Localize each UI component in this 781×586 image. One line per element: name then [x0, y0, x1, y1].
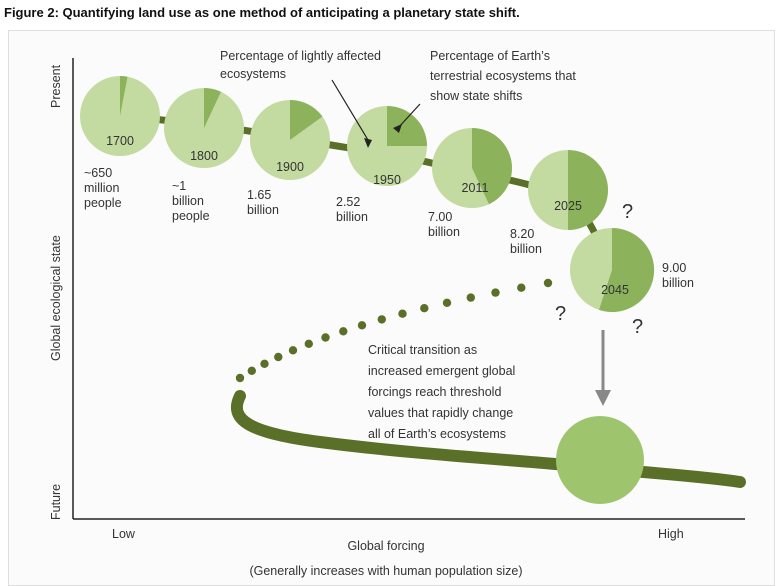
annotation-critical-transition-line5: all of Earth’s ecosystems: [368, 427, 506, 441]
x-axis-label: Global forcing: [347, 539, 424, 553]
circle-wedge-2025: [568, 150, 608, 230]
transition-dot: [420, 304, 429, 313]
year-label-1900: 1900: [276, 160, 304, 174]
x-axis-high-label: High: [658, 527, 684, 541]
population-label-1800: ~1: [172, 179, 186, 193]
population-label-2045: 9.00: [662, 261, 686, 275]
transition-dot: [357, 321, 367, 330]
y-axis-bottom-label: Future: [49, 484, 63, 520]
y-axis-label: Global ecological state: [49, 235, 63, 361]
annotation-critical-transition-line2: increased emergent global: [368, 364, 515, 378]
population-label-1900: billion: [247, 203, 279, 217]
future-state-circle: [556, 416, 644, 504]
population-label-1950: billion: [336, 210, 368, 224]
transition-dot: [260, 359, 269, 368]
population-label-2025: 8.20: [510, 227, 534, 241]
year-label-2025: 2025: [554, 199, 582, 213]
x-axis-low-label: Low: [112, 527, 136, 541]
transition-dot: [288, 346, 298, 355]
question-mark-right: ?: [632, 316, 643, 338]
annotation-state-shifts-line2: terrestrial ecosystems that: [430, 69, 576, 83]
annotation-state-shifts-line1: Percentage of Earth’s: [430, 49, 550, 63]
population-label-1700: ~650: [84, 166, 112, 180]
population-label-1900: 1.65: [247, 188, 271, 202]
population-label-1800: billion: [172, 194, 204, 208]
population-label-2025: billion: [510, 242, 542, 256]
critical-transition-dotted-path: [235, 278, 553, 383]
population-label-2045: billion: [662, 276, 694, 290]
figure-title: Figure 2: Quantifying land use as one me…: [4, 5, 520, 20]
transition-dot: [466, 293, 475, 302]
annotation-critical-transition-line1: Critical transition as: [368, 343, 477, 357]
transition-dot: [377, 315, 386, 324]
transition-dot: [339, 327, 348, 336]
transition-dot: [398, 309, 407, 318]
year-label-1950: 1950: [373, 173, 401, 187]
annotation-critical-transition-line3: forcings reach threshold: [368, 385, 501, 399]
circle-wedge-2045: [599, 227, 655, 312]
population-label-1700: people: [84, 196, 122, 210]
annotation-lightly-affected-line1: Percentage of lightly affected: [220, 49, 381, 63]
annotation-lightly-affected-pointer: [331, 79, 369, 141]
year-label-1800: 1800: [190, 149, 218, 163]
annotation-lightly-affected-pointer-head: [364, 138, 372, 148]
transition-dot: [247, 366, 256, 375]
circle-wedge-1700: [120, 75, 128, 116]
transition-dot: [274, 352, 283, 362]
annotation-lightly-affected-line2: ecosystems: [220, 67, 286, 81]
question-mark-2025: ?: [622, 201, 633, 223]
transition-dot: [235, 373, 245, 383]
circle-wedge-1900: [290, 99, 323, 140]
circle-wedge-1950: [387, 106, 427, 146]
transition-dot: [517, 283, 526, 292]
transition-dot: [543, 278, 553, 288]
population-label-1800: people: [172, 209, 210, 223]
y-axis-top-label: Present: [49, 64, 63, 108]
transition-arrow-head: [595, 390, 611, 406]
transition-dot: [321, 333, 330, 342]
future-state-curve: [230, 390, 746, 488]
population-label-1700: million: [84, 181, 119, 195]
annotation-critical-transition-line4: values that rapidly change: [368, 406, 513, 420]
question-mark-left: ?: [555, 303, 566, 325]
x-axis-sublabel: (Generally increases with human populati…: [249, 564, 522, 578]
transition-dot: [491, 288, 500, 297]
annotation-state-shifts-pointer: [397, 103, 421, 129]
year-label-2011: 2011: [462, 181, 489, 195]
annotation-state-shifts-line3: show state shifts: [430, 89, 522, 103]
circle-wedge-1800: [204, 88, 221, 128]
population-label-2011: billion: [428, 225, 460, 239]
year-label-2045: 2045: [601, 283, 629, 297]
population-label-1950: 2.52: [336, 195, 360, 209]
year-circles: 1700~650millionpeople1800~1billionpeople…: [80, 75, 694, 312]
population-label-2011: 7.00: [428, 210, 452, 224]
year-label-1700: 1700: [106, 134, 134, 148]
circle-wedge-2011: [472, 128, 512, 205]
transition-dot: [304, 339, 313, 348]
transition-dot: [442, 298, 452, 307]
annotation-state-shifts-pointer-head: [393, 124, 402, 133]
